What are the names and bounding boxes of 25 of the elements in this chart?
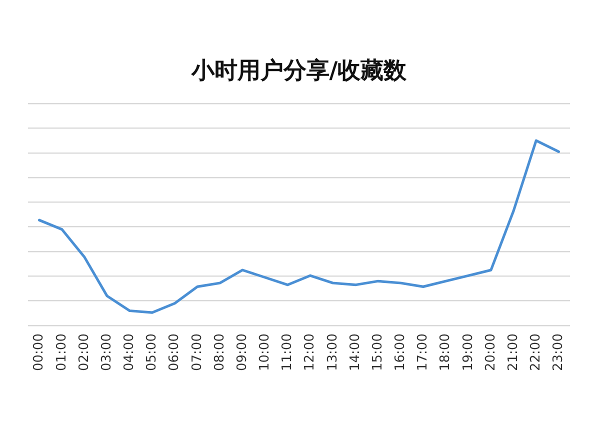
x-tick-label: 16:00	[393, 334, 408, 372]
x-tick-label: 12:00	[302, 334, 318, 372]
x-tick-label: 07:00	[190, 334, 205, 372]
x-tick-label: 01:00	[54, 334, 70, 372]
x-tick-label: 05:00	[144, 334, 160, 372]
x-tick-label: 20:00	[483, 334, 498, 372]
x-tick-label: 10:00	[258, 334, 272, 372]
x-tick-label: 03:00	[99, 334, 114, 372]
x-tick-label: 09:00	[234, 334, 250, 372]
x-tick-label: 06:00	[167, 334, 182, 372]
x-tick-label: 04:00	[122, 334, 137, 372]
chart-title: 小时用户分享/收藏数	[190, 56, 408, 84]
x-tick-label: 00:00	[32, 334, 47, 372]
x-tick-label: 18:00	[438, 334, 454, 372]
x-tick-label: 08:00	[212, 334, 228, 372]
x-tick-label: 21:00	[506, 334, 521, 372]
x-tick-label: 14:00	[348, 334, 363, 372]
x-tick-label: 11:00	[280, 334, 296, 372]
x-tick-label: 15:00	[370, 334, 386, 372]
x-tick-label: 19:00	[460, 334, 476, 372]
x-tick-label: 22:00	[528, 334, 544, 372]
x-tick-label: 13:00	[325, 334, 340, 372]
x-tick-label: 17:00	[416, 334, 431, 372]
x-tick-label: 02:00	[76, 334, 92, 372]
x-tick-label: 23:00	[551, 334, 566, 372]
